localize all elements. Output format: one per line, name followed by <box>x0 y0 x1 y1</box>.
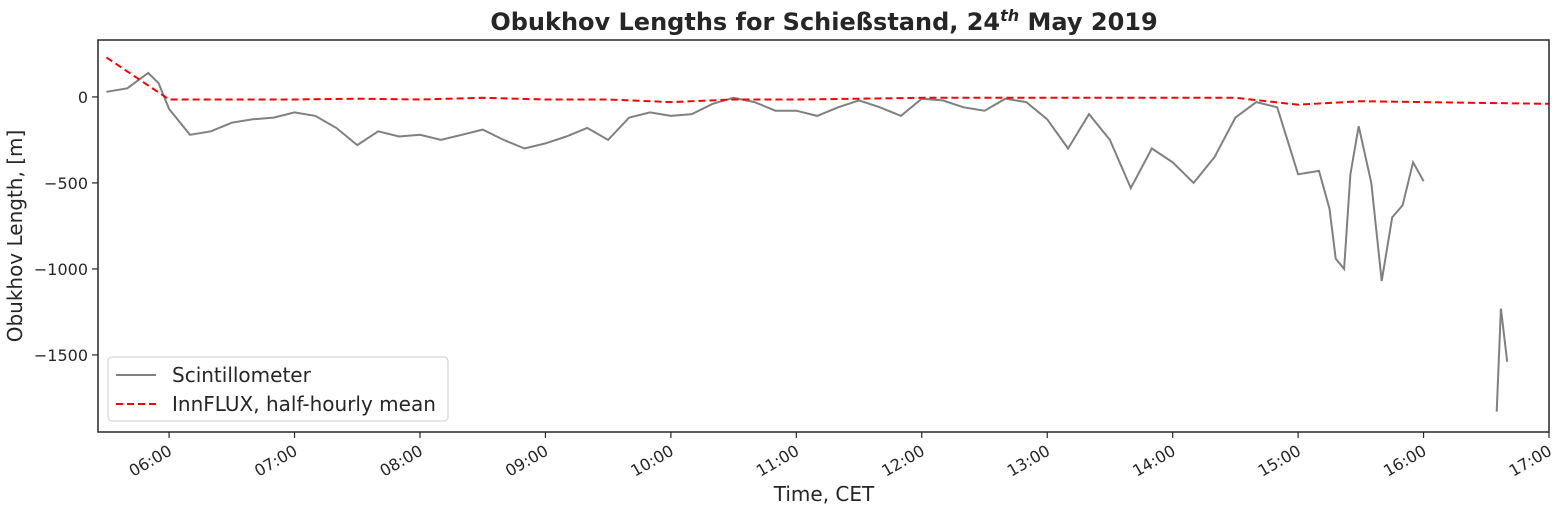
x-tick-label: 06:00 <box>126 441 175 481</box>
y-tick-label: 0 <box>78 88 88 107</box>
y-tick-label: −1500 <box>34 346 88 365</box>
x-tick-label: 08:00 <box>377 441 426 481</box>
x-tick-label: 07:00 <box>251 441 300 481</box>
title-main: Obukhov Lengths for Schießstand, 24 <box>490 8 1000 36</box>
x-axis-label: Time, CET <box>773 482 875 506</box>
x-tick-label: 09:00 <box>502 441 551 481</box>
x-tick-label: 10:00 <box>627 441 676 481</box>
x-tick-label: 17:00 <box>1506 441 1555 481</box>
x-tick-label: 12:00 <box>878 441 927 481</box>
title-superscript: th <box>1000 6 1019 25</box>
legend-box <box>107 356 449 422</box>
y-tick-label: −500 <box>44 174 88 193</box>
series-line <box>106 71 1509 412</box>
x-tick-label: 14:00 <box>1129 441 1178 481</box>
x-tick-label: 11:00 <box>753 441 802 481</box>
x-tick-label: 15:00 <box>1255 441 1304 481</box>
chart-title: Obukhov Lengths for Schießstand, 24th Ma… <box>490 6 1157 36</box>
series-line <box>105 56 1550 106</box>
y-tick-label: −1000 <box>34 260 88 279</box>
plot-frame <box>97 39 1550 433</box>
legend: Scintillometer InnFLUX, half-hourly mean <box>107 356 449 422</box>
title-rest: May 2019 <box>1019 8 1158 36</box>
y-axis-label: Obukhov Length, [m] <box>3 130 27 343</box>
legend-label: Scintillometer <box>172 363 312 387</box>
x-tick-label: 13:00 <box>1004 441 1053 481</box>
x-tick-label: 16:00 <box>1380 441 1429 481</box>
legend-label: InnFLUX, half-hourly mean <box>172 392 436 416</box>
